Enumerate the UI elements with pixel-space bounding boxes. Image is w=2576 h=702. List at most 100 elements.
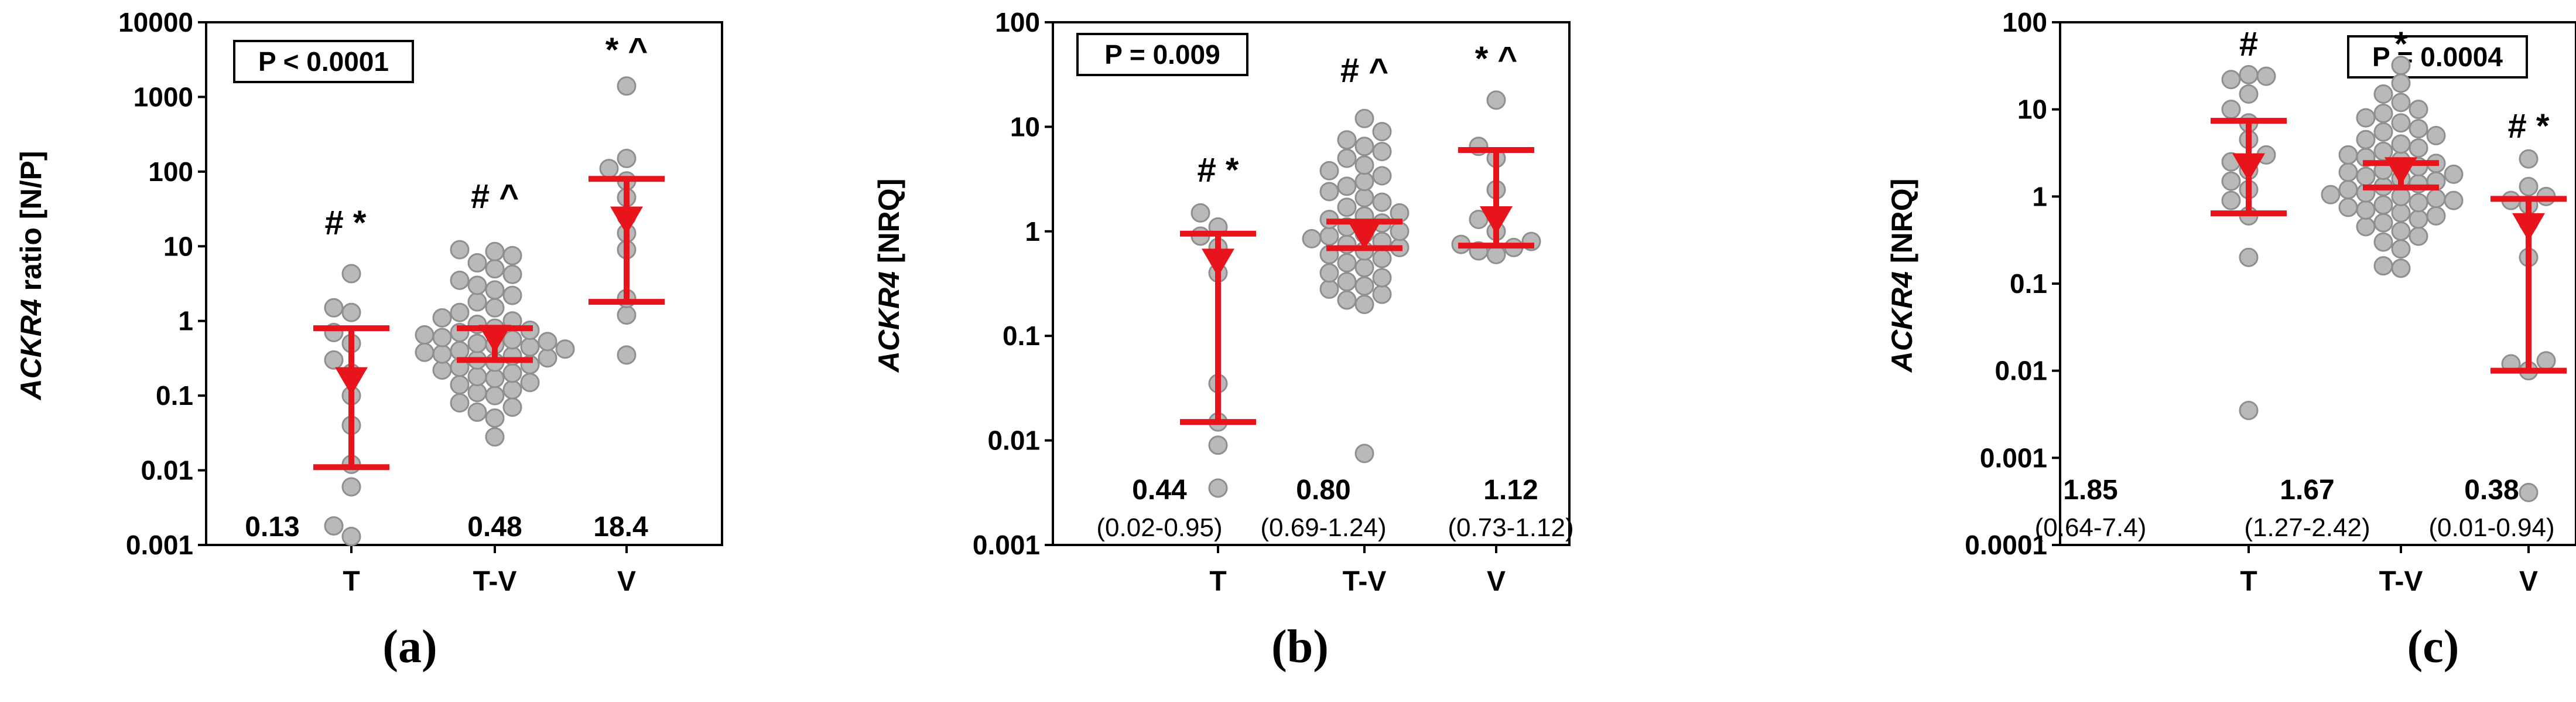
data-point <box>467 275 487 295</box>
data-point <box>1354 188 1374 207</box>
chart-panel-b: 0.001 0.01 0.1 1 10 100 ACKR4 [NRQ] T T-V V P = 0.… <box>873 7 1574 673</box>
data-point <box>1354 155 1374 175</box>
data-point <box>1319 161 1339 180</box>
group-V: * ^ 1.12 (0.73-1.12) <box>1448 40 1573 542</box>
data-point <box>1354 276 1374 296</box>
p-value-label: P = 0.009 <box>1104 39 1220 70</box>
data-point <box>450 270 470 290</box>
y-axis-label-unit: ratio [N/P] <box>15 151 47 299</box>
median-marker <box>610 206 643 235</box>
panel-label: (a) <box>382 621 437 673</box>
data-point <box>324 350 344 370</box>
data-point <box>1486 90 1506 110</box>
data-point <box>617 148 637 168</box>
significance-label: * <box>2394 25 2408 63</box>
data-point <box>1354 444 1374 464</box>
y-axis-label-unit: [NRQ] <box>1886 179 1918 271</box>
data-point <box>617 345 637 365</box>
data-point <box>520 373 540 393</box>
plot-frame <box>205 21 723 546</box>
data-point <box>2391 93 2411 113</box>
median-marker <box>2232 153 2265 182</box>
significance-label: * ^ <box>605 31 648 69</box>
significance-label: # * <box>2508 107 2550 145</box>
y-tick-label: 0.1 <box>2010 268 2047 299</box>
y-tick-label: 100 <box>2002 7 2047 38</box>
data-point <box>485 427 505 447</box>
data-point <box>2409 100 2428 120</box>
data-point <box>341 526 361 546</box>
x-tick-label: T <box>2240 566 2257 597</box>
data-point <box>2356 217 2376 237</box>
x-tick-label: T <box>343 566 360 597</box>
data-point <box>1337 130 1357 150</box>
data-point <box>2239 400 2259 420</box>
data-point <box>415 342 435 362</box>
y-tick-label: 10 <box>2017 94 2047 125</box>
iqr-range: (0.73-1.12) <box>1448 513 1573 542</box>
significance-label: # ^ <box>471 178 519 216</box>
data-point <box>2391 239 2411 259</box>
significance-label: # <box>2239 25 2258 63</box>
data-point <box>2221 100 2241 120</box>
data-point <box>502 264 522 284</box>
data-point <box>2391 203 2411 223</box>
data-point <box>2391 134 2411 154</box>
data-point <box>555 339 575 359</box>
data-point <box>617 76 637 96</box>
data-point <box>2391 113 2411 133</box>
iqr-range: (0.69-1.24) <box>1260 513 1386 542</box>
data-point <box>1337 272 1357 292</box>
data-point <box>2338 197 2358 217</box>
data-point <box>467 383 487 403</box>
data-point <box>1208 478 1228 498</box>
data-point <box>2426 125 2446 145</box>
data-point <box>2519 149 2539 169</box>
data-point <box>1319 279 1339 299</box>
x-tick-label: T <box>1209 566 1226 597</box>
group-T-V: * 1.67 (1.27-2.42) <box>2244 25 2464 542</box>
p-value-box <box>1076 33 1248 76</box>
group-T: #1.85 (0.64-7.4) <box>2035 25 2287 542</box>
x-tick-label: T-V <box>2379 566 2423 597</box>
data-point <box>2356 166 2376 186</box>
data-point <box>1337 197 1357 217</box>
data-point <box>450 240 470 260</box>
data-point <box>485 369 505 389</box>
data-point <box>2444 164 2464 184</box>
y-axis-label-unit: [NRQ] <box>873 179 905 271</box>
median-value: 1.67 <box>2280 475 2334 506</box>
data-point <box>467 402 487 422</box>
data-point <box>1372 268 1392 288</box>
iqr-range: (0.64-7.4) <box>2035 513 2147 542</box>
data-point <box>450 302 470 322</box>
y-axis-label: ACKR4 [NRQ] <box>873 179 905 374</box>
data-point <box>2221 190 2241 210</box>
data-point <box>2239 247 2259 267</box>
data-point <box>1354 172 1374 192</box>
data-point <box>2536 351 2556 371</box>
data-point <box>502 246 522 265</box>
x-tick-label: V <box>617 566 636 597</box>
data-point <box>450 375 470 395</box>
x-tick-label: V <box>2519 566 2538 597</box>
data-point <box>1354 137 1374 156</box>
y-axis-label-gene: ACKR4 <box>1886 271 1918 373</box>
data-point <box>502 380 522 400</box>
data-point <box>324 516 344 536</box>
data-point <box>2409 138 2428 158</box>
chart-panel-a: 0.001 0.01 0.1 1 10 100 1000 10000 ACKR4 ratio [… <box>15 7 723 673</box>
median-value: 0.80 <box>1296 475 1350 506</box>
data-point <box>2373 213 2393 233</box>
data-point <box>502 397 522 417</box>
data-point <box>617 305 637 325</box>
data-point <box>485 298 505 318</box>
median-marker <box>1480 206 1513 235</box>
data-point <box>2239 84 2259 104</box>
data-point <box>2373 103 2393 123</box>
data-point <box>2373 195 2393 215</box>
median-marker <box>335 367 368 396</box>
data-point <box>1372 122 1392 142</box>
group-T-V: # ^ 0.48 <box>415 178 575 543</box>
